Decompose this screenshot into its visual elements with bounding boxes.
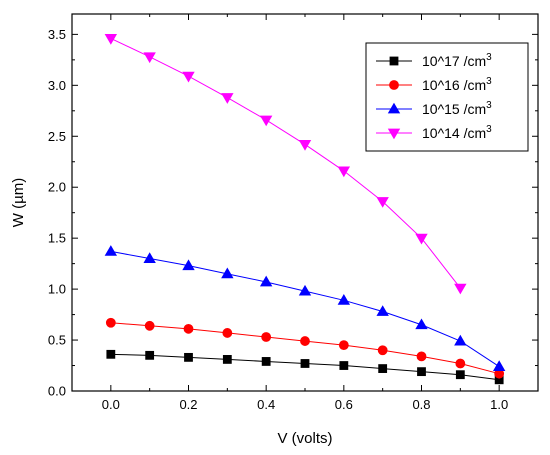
data-point (143, 52, 156, 64)
legend-label: 10^15 /cm3 (422, 100, 492, 117)
y-tick-label: 0.5 (48, 333, 66, 348)
data-point (492, 360, 506, 371)
data-point (376, 197, 389, 208)
legend-label: 10^16 /cm3 (422, 76, 492, 93)
data-point (298, 284, 312, 296)
data-point (259, 275, 273, 287)
y-tick-label: 2.5 (48, 129, 66, 144)
legend-label: 10^17 /cm3 (422, 52, 492, 69)
legend-label-superscript: 3 (486, 52, 492, 63)
data-point (298, 140, 312, 151)
legend-item: 10^15 /cm3 (376, 100, 492, 117)
y-axis: 0.0 0.5 1.0 1.5 2.0 2.5 3.0 3.5 (48, 27, 538, 399)
data-point (455, 370, 465, 380)
data-point (300, 359, 310, 368)
data-point (455, 358, 466, 369)
data-point (415, 318, 428, 330)
data-point (222, 328, 233, 338)
y-axis-title: W (µm) (10, 178, 27, 227)
data-point (259, 115, 273, 127)
data-point (416, 351, 427, 362)
data-point (454, 283, 467, 295)
data-point (221, 267, 234, 279)
x-axis-title: V (volts) (277, 430, 332, 447)
legend-label-superscript: 3 (486, 100, 492, 111)
x-tick-label: 0.4 (257, 397, 275, 412)
series-3 (104, 34, 467, 295)
data-point (184, 352, 193, 362)
legend-item: 10^17 /cm3 (376, 52, 492, 69)
data-point (261, 357, 271, 366)
y-tick-label: 2.0 (48, 180, 66, 195)
x-tick-label: 0.2 (179, 397, 197, 412)
legend-label-text: 10^17 /cm (422, 53, 486, 69)
x-tick-label: 1.0 (490, 397, 508, 412)
data-point (183, 323, 194, 334)
legend-label-text: 10^14 /cm (422, 125, 486, 141)
data-point (339, 361, 349, 370)
series-line (110, 38, 461, 289)
legend-label-text: 10^16 /cm (422, 77, 486, 93)
data-point (417, 367, 426, 377)
series-line (110, 250, 500, 367)
x-tick-label: 0.0 (102, 397, 120, 412)
data-point (221, 93, 234, 104)
legend-item: 10^14 /cm3 (376, 124, 492, 141)
data-point (105, 317, 116, 328)
data-point (378, 364, 388, 373)
data-point (182, 71, 195, 83)
y-tick-label: 1.5 (48, 231, 66, 246)
legend-marker (389, 56, 399, 66)
data-point (338, 340, 349, 351)
y-tick-label: 3.0 (48, 78, 66, 93)
data-point (376, 305, 389, 316)
legend-marker (387, 102, 401, 114)
data-point (377, 345, 388, 356)
data-point (337, 294, 351, 305)
y-tick-label: 1.0 (48, 282, 66, 297)
legend-label-superscript: 3 (486, 76, 492, 87)
x-axis: 0.0 0.2 0.4 0.6 0.8 1.0 (71, 14, 539, 412)
data-point (415, 233, 428, 245)
data-point (144, 320, 155, 331)
y-tick-label: 0.0 (48, 384, 66, 399)
x-tick-label: 0.8 (412, 397, 430, 412)
data-point (300, 336, 310, 346)
data-point (182, 259, 195, 271)
x-tick-label: 0.6 (335, 397, 353, 412)
data-point (454, 334, 467, 346)
data-point (104, 245, 118, 256)
legend-item: 10^16 /cm3 (376, 76, 492, 93)
series-layer (104, 34, 506, 385)
legend-label-superscript: 3 (486, 124, 492, 135)
data-point (261, 332, 272, 342)
data-point (104, 34, 118, 45)
data-point (222, 355, 232, 364)
series-1 (105, 317, 505, 379)
series-0 (106, 349, 504, 385)
data-point (337, 166, 351, 178)
legend-marker (389, 80, 399, 90)
series-2 (104, 245, 506, 371)
data-point (143, 252, 156, 263)
data-point (106, 349, 116, 359)
legend-label: 10^14 /cm3 (422, 124, 492, 141)
legend-marker (387, 128, 401, 140)
y-tick-label: 3.5 (48, 27, 66, 42)
data-point (145, 350, 155, 360)
legend-label-text: 10^15 /cm (422, 101, 486, 117)
